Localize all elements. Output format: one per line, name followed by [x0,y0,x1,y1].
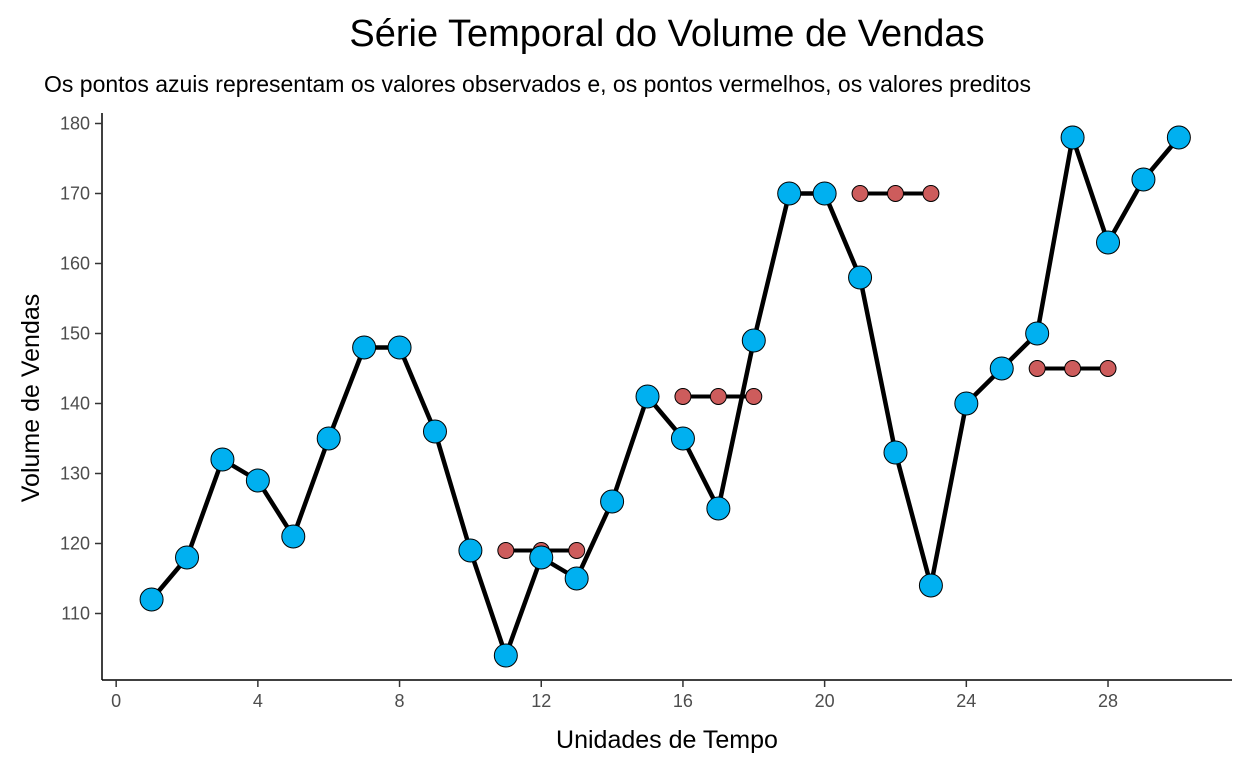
x-tick-label: 8 [395,691,405,711]
y-tick-label: 130 [60,464,90,484]
observed-point [175,545,200,570]
observed-point [1096,230,1121,255]
y-tick-label: 120 [60,534,90,554]
chart-subtitle: Os pontos azuis representam os valores o… [44,71,1031,97]
observed-point [210,447,235,472]
observed-point [422,419,447,444]
observed-point [387,335,412,360]
predicted-point [886,185,904,202]
plot-area: 0 4 8 12 16 20 24 28 110 120 130 140 150 160 170 180 [60,113,1232,711]
observed-line [149,135,1181,658]
y-axis-title: Volume de Vendas [17,294,45,503]
predicted-point [497,542,515,559]
observed-point [139,587,164,612]
predicted-point [922,185,940,202]
y-tick-label: 170 [60,184,90,204]
observed-point [706,496,731,521]
predicted-point [568,542,586,559]
observed-point [918,573,943,598]
observed-point [954,391,979,416]
predicted-point [745,388,763,405]
predicted-point [1028,360,1046,377]
x-tick-label: 12 [531,691,551,711]
x-axis-title: Unidades de Tempo [556,726,778,754]
y-tick-label: 110 [61,604,90,624]
observed-point [883,440,908,465]
observed-point [1166,125,1191,150]
observed-point [812,181,837,206]
observed-point [493,643,518,668]
observed-point [600,489,625,514]
observed-point [670,426,695,451]
predicted-point [1099,360,1117,377]
x-tick-label: 28 [1098,691,1118,711]
observed-point [741,328,766,353]
y-tick-label: 180 [60,114,90,134]
observed-point [635,384,660,409]
observed-point [989,356,1014,381]
x-tick-label: 20 [815,691,835,711]
x-tick-label: 24 [956,691,976,711]
predicted-point [674,388,692,405]
observed-point [777,181,802,206]
y-tick-label: 140 [60,394,90,414]
observed-point [245,468,270,493]
y-tick-label: 160 [60,254,90,274]
observed-point [458,538,483,563]
observed-point [1131,167,1156,192]
predicted-point [851,185,869,202]
observed-point [316,426,341,451]
x-tick-label: 0 [111,691,121,711]
predicted-point [709,388,727,405]
chart-title: Série Temporal do Volume de Vendas [349,13,984,55]
observed-point [1025,321,1050,346]
x-tick-label: 16 [673,691,693,711]
observed-point [1060,125,1085,150]
observed-point [352,335,377,360]
observed-point [529,545,554,570]
x-tick-label: 4 [253,691,263,711]
y-tick-label: 150 [60,324,90,344]
observed-point [281,524,306,549]
observed-point [848,265,873,290]
observed-point [564,566,589,591]
predicted-point [1064,360,1082,377]
